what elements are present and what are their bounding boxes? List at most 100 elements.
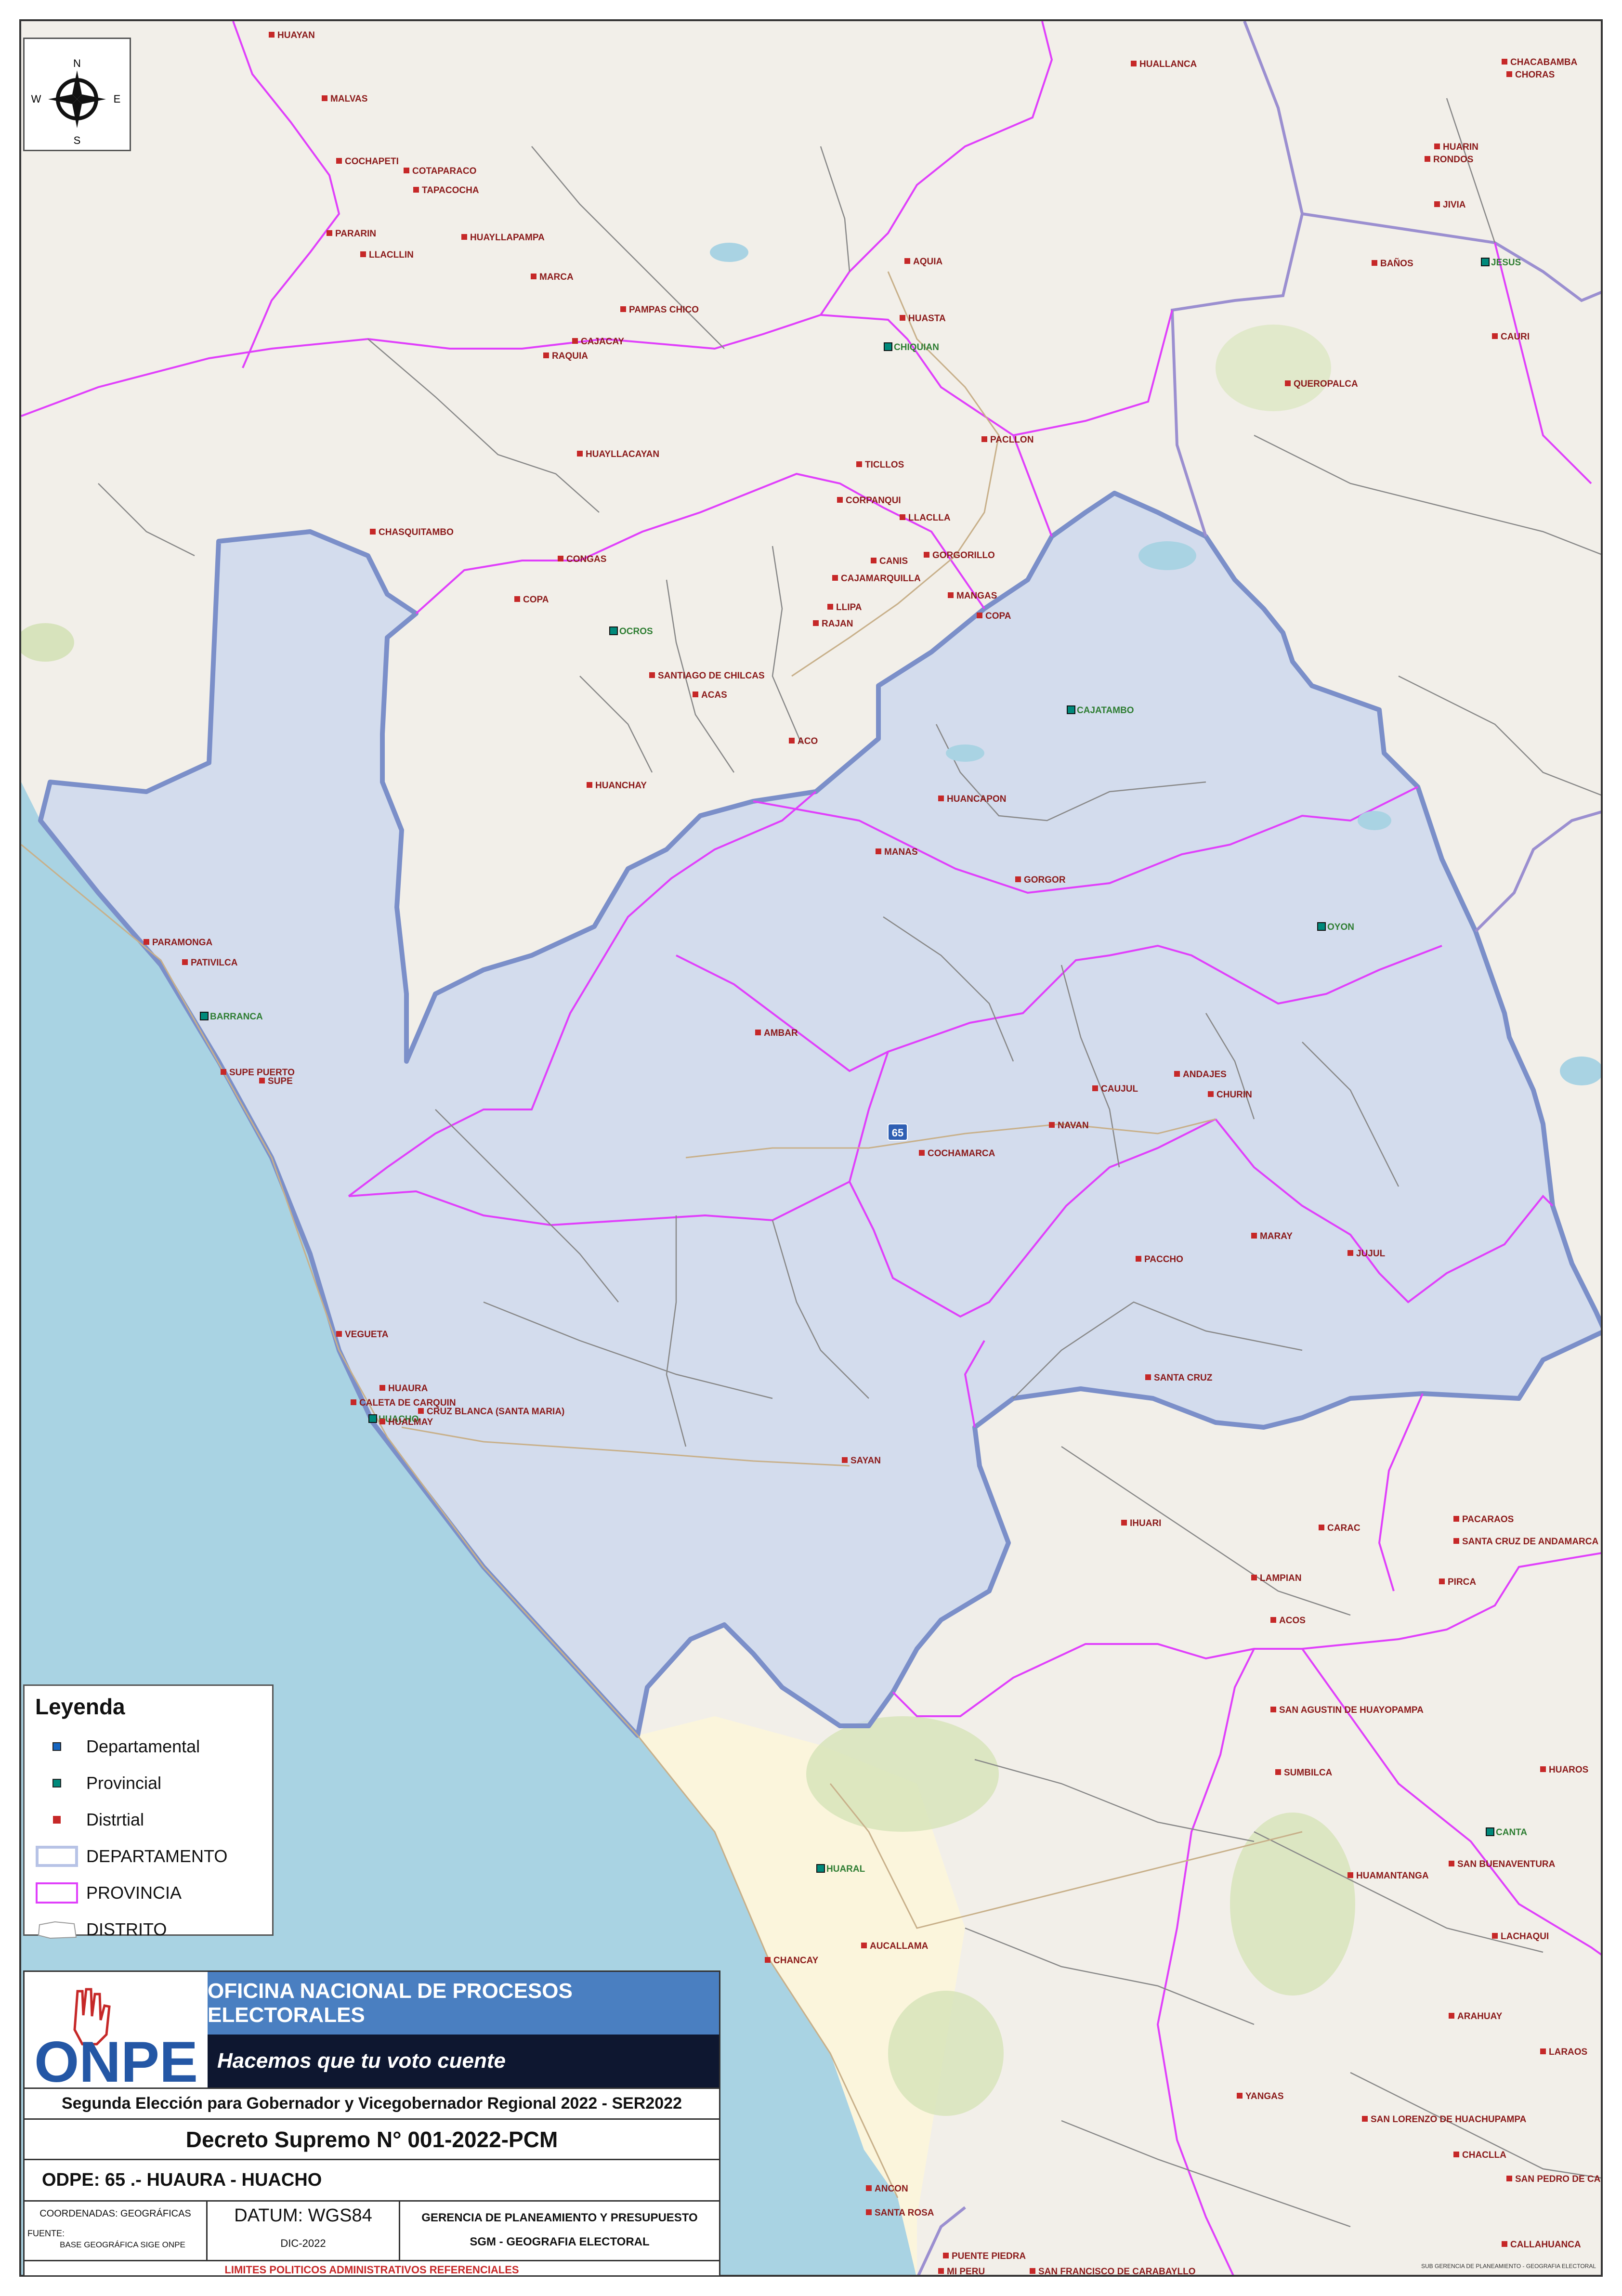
place-cruz-blanca[interactable]: CRUZ BLANCA (SANTA MARIA) [418,1407,564,1417]
place-huayllacayan[interactable]: HUAYLLACAYAN [577,449,659,459]
place-huaral[interactable]: HUARAL [816,1864,865,1874]
place-gorgorillo[interactable]: GORGORILLO [924,550,995,561]
place-navan[interactable]: NAVAN [1049,1121,1089,1131]
place-aucallama[interactable]: AUCALLAMA [861,1941,929,1951]
place-aco[interactable]: ACO [789,736,818,746]
place-ihuari[interactable]: IHUARI [1121,1518,1161,1528]
place-san-buenaventura[interactable]: SAN BUENAVENTURA [1449,1859,1556,1869]
place-rajan[interactable]: RAJAN [813,619,853,629]
place-congas[interactable]: CONGAS [558,554,606,564]
place-jesus[interactable]: JESUS [1481,258,1521,268]
place-callahuanca[interactable]: CALLAHUANCA [1502,2240,1581,2250]
place-vegueta[interactable]: VEGUETA [336,1330,389,1340]
place-huaros[interactable]: HUAROS [1540,1765,1588,1775]
place-santa-cruz-andamarca[interactable]: SANTA CRUZ DE ANDAMARCA [1453,1537,1598,1547]
place-banos[interactable]: BAÑOS [1372,258,1413,269]
place-san-pedro-casta[interactable]: SAN PEDRO DE CASTA [1506,2174,1603,2184]
place-malvas[interactable]: MALVAS [322,94,367,104]
place-raquia[interactable]: RAQUIA [543,351,588,361]
place-ticllos[interactable]: TICLLOS [856,460,904,470]
place-pirca[interactable]: PIRCA [1439,1577,1476,1587]
place-paramonga[interactable]: PARAMONGA [144,938,213,948]
place-chiquian[interactable]: CHIQUIAN [884,342,939,352]
place-marca[interactable]: MARCA [531,272,574,282]
place-llaclla[interactable]: LLACLLA [900,513,951,523]
odpe-marker[interactable]: 65 [888,1123,908,1141]
place-acos[interactable]: ACOS [1270,1616,1306,1626]
place-aquia[interactable]: AQUIA [904,257,943,267]
place-santiago-chilcas[interactable]: SANTIAGO DE CHILCAS [649,671,765,681]
place-pampas-chico[interactable]: PAMPAS CHICO [620,305,699,315]
place-chasquitambo[interactable]: CHASQUITAMBO [370,527,454,537]
place-cauri[interactable]: CAURI [1492,332,1530,342]
place-supe[interactable]: SUPE [259,1076,293,1086]
place-huamantanga[interactable]: HUAMANTANGA [1347,1871,1429,1881]
place-llacllin[interactable]: LLACLLIN [360,250,414,260]
place-pararin[interactable]: PARARIN [327,229,376,239]
place-ambar[interactable]: AMBAR [755,1028,798,1038]
place-chaclla[interactable]: CHACLLA [1453,2150,1506,2160]
map-frame[interactable]: 65 HUAYAN MALVAS COCHAPETI COTAPARACO TAPACO… [19,19,1603,2277]
place-pacllon[interactable]: PACLLON [981,435,1033,445]
place-pacaraos[interactable]: PACARAOS [1453,1514,1514,1525]
place-san-lorenzo[interactable]: SAN LORENZO DE HUACHUPAMPA [1362,2114,1527,2125]
place-huaura[interactable]: HUAURA [379,1383,428,1394]
place-caujul[interactable]: CAUJUL [1092,1084,1138,1094]
place-manas[interactable]: MANAS [876,847,918,857]
place-cajacay[interactable]: CAJACAY [572,337,624,347]
place-cochamarca[interactable]: COCHAMARCA [919,1148,995,1159]
place-maray[interactable]: MARAY [1251,1231,1293,1241]
place-huanchay[interactable]: HUANCHAY [587,781,647,791]
place-yangas[interactable]: YANGAS [1237,2091,1284,2101]
place-copa-w[interactable]: COPA [514,595,549,605]
place-gorgor[interactable]: GORGOR [1015,875,1066,885]
place-cajatambo[interactable]: CAJATAMBO [1067,705,1134,716]
place-canis[interactable]: CANIS [871,556,908,566]
place-acas[interactable]: ACAS [693,690,727,700]
place-copa-e[interactable]: COPA [977,611,1011,621]
place-chacabamba[interactable]: CHACABAMBA [1502,57,1578,67]
place-cajamarquilla[interactable]: CAJAMARQUILLA [832,574,921,584]
place-corpanqui[interactable]: CORPANQUI [837,496,901,506]
place-huarin[interactable]: HUARIN [1434,142,1478,152]
place-san-agustin[interactable]: SAN AGUSTIN DE HUAYOPAMPA [1270,1705,1424,1715]
place-churin[interactable]: CHURIN [1208,1090,1252,1100]
place-ocros[interactable]: OCROS [609,626,653,637]
place-huayan[interactable]: HUAYAN [269,30,315,40]
place-andajes[interactable]: ANDAJES [1174,1070,1227,1080]
place-carac[interactable]: CARAC [1319,1523,1360,1533]
place-ancon[interactable]: ANCON [866,2184,908,2194]
place-mangas[interactable]: MANGAS [948,591,997,601]
place-huayllapampa[interactable]: HUAYLLAPAMPA [461,233,545,243]
region-lima[interactable] [38,491,1603,1738]
place-tapacocha[interactable]: TAPACOCHA [413,185,479,196]
place-lampian[interactable]: LAMPIAN [1251,1573,1302,1583]
place-huacho[interactable]: HUACHO [368,1414,419,1424]
place-jujul[interactable]: JUJUL [1347,1249,1386,1259]
place-choras[interactable]: CHORAS [1506,70,1555,80]
place-llipa[interactable]: LLIPA [827,602,862,613]
place-caleta-carquin[interactable]: CALETA DE CARQUIN [351,1398,456,1408]
place-jivia[interactable]: JIVIA [1434,200,1466,210]
place-huallanca[interactable]: HUALLANCA [1131,59,1197,69]
place-chancay[interactable]: CHANCAY [765,1956,819,1966]
place-cotaparaco[interactable]: COTAPARACO [404,166,476,176]
place-paccho[interactable]: PACCHO [1136,1254,1183,1265]
place-santa-rosa[interactable]: SANTA ROSA [866,2208,934,2218]
place-pativilca[interactable]: PATIVILCA [182,958,238,968]
place-puente-piedra[interactable]: PUENTE PIEDRA [943,2251,1026,2261]
place-barranca[interactable]: BARRANCA [200,1012,263,1022]
place-huancapon[interactable]: HUANCAPON [938,794,1007,804]
place-lachaqui[interactable]: LACHAQUI [1492,1931,1549,1942]
place-canta[interactable]: CANTA [1486,1827,1527,1838]
place-laraos[interactable]: LARAOS [1540,2047,1587,2057]
place-rondos[interactable]: RONDOS [1425,155,1473,165]
place-cochapeti[interactable]: COCHAPETI [336,157,399,167]
place-huasta[interactable]: HUASTA [900,313,946,324]
place-sayan[interactable]: SAYAN [842,1456,881,1466]
place-oyon[interactable]: OYON [1317,922,1354,932]
place-san-francisco-carabayllo[interactable]: SAN FRANCISCO DE CARABAYLLO [1030,2267,1196,2277]
place-santa-cruz[interactable]: SANTA CRUZ [1145,1373,1213,1383]
place-hualmay[interactable]: HUALMAY [379,1417,433,1427]
place-sumbilca[interactable]: SUMBILCA [1275,1768,1333,1778]
